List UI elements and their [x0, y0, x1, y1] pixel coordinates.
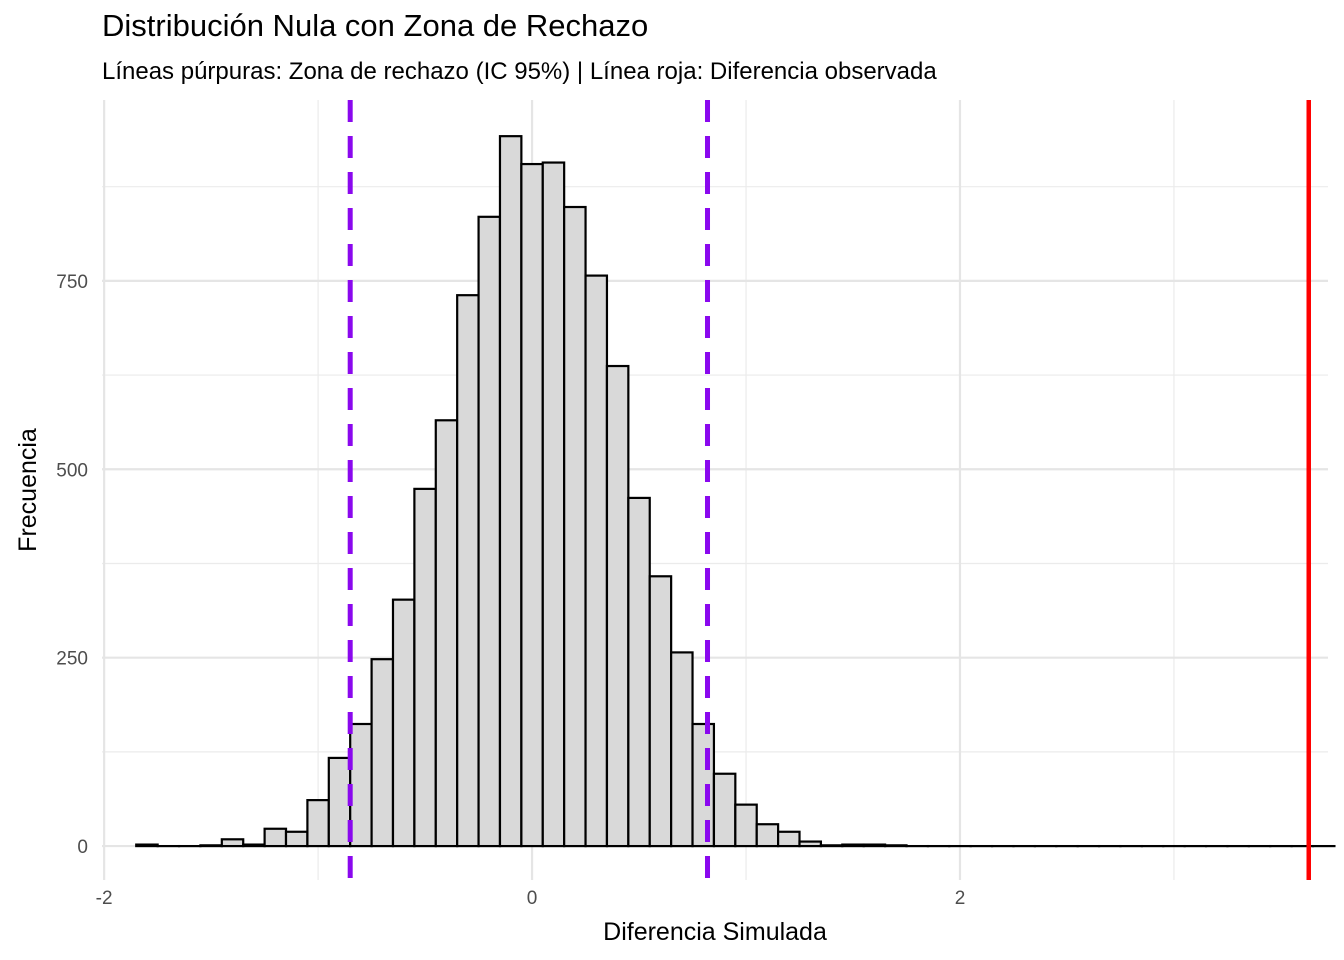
histogram-bars — [135, 135, 1336, 848]
histogram-bar — [627, 496, 651, 848]
histogram-bar — [349, 722, 373, 848]
histogram-bar — [477, 215, 502, 848]
histogram-bar — [670, 651, 694, 848]
tick-labels: -2 0 2 0 250 500 750 — [56, 272, 965, 909]
reference-lines — [347, 100, 1311, 880]
histogram-bar — [541, 161, 566, 848]
histogram-bar — [798, 840, 823, 848]
histogram-bar — [819, 844, 844, 848]
histogram-bar — [841, 843, 865, 848]
y-axis-label: Frecuencia — [14, 428, 42, 552]
histogram-bar — [734, 803, 758, 848]
histogram-bar — [434, 419, 459, 848]
histogram-bar — [242, 843, 266, 848]
histogram-bar — [520, 162, 544, 848]
histogram-bar — [370, 658, 395, 848]
histogram-bar — [584, 274, 609, 848]
histogram-bar — [605, 364, 630, 848]
histogram-bar — [220, 838, 245, 848]
histogram-bar — [456, 294, 480, 848]
histogram-bar — [648, 575, 673, 848]
y-tick-label: 500 — [56, 460, 88, 481]
chart-title: Distribución Nula con Zona de Rechazo — [102, 8, 649, 43]
histogram-bar — [135, 843, 159, 848]
histogram-bar — [498, 135, 523, 848]
histogram-bar — [327, 756, 352, 848]
histogram-bar — [199, 844, 223, 848]
x-axis-label: Diferencia Simulada — [603, 918, 827, 946]
y-tick-label: 750 — [56, 272, 88, 293]
histogram-bar — [755, 823, 780, 848]
histogram-bar — [284, 830, 309, 848]
chart-subtitle: Líneas púrpuras: Zona de rechazo (IC 95%… — [102, 58, 937, 85]
histogram-bar — [413, 487, 437, 848]
histogram-bar — [883, 844, 908, 848]
x-tick-label: 0 — [527, 888, 538, 909]
histogram-bar — [263, 827, 288, 848]
y-tick-label: 0 — [77, 837, 88, 858]
histogram-bar — [862, 843, 887, 848]
histogram-bar — [391, 598, 416, 848]
x-tick-label: -2 — [96, 888, 113, 909]
histogram-bar — [712, 772, 737, 848]
histogram-bar — [306, 799, 330, 848]
y-tick-label: 250 — [56, 649, 88, 670]
histogram-bar — [691, 722, 716, 848]
histogram-bar — [563, 205, 587, 848]
histogram-bar — [777, 830, 801, 848]
x-tick-label: 2 — [955, 888, 966, 909]
